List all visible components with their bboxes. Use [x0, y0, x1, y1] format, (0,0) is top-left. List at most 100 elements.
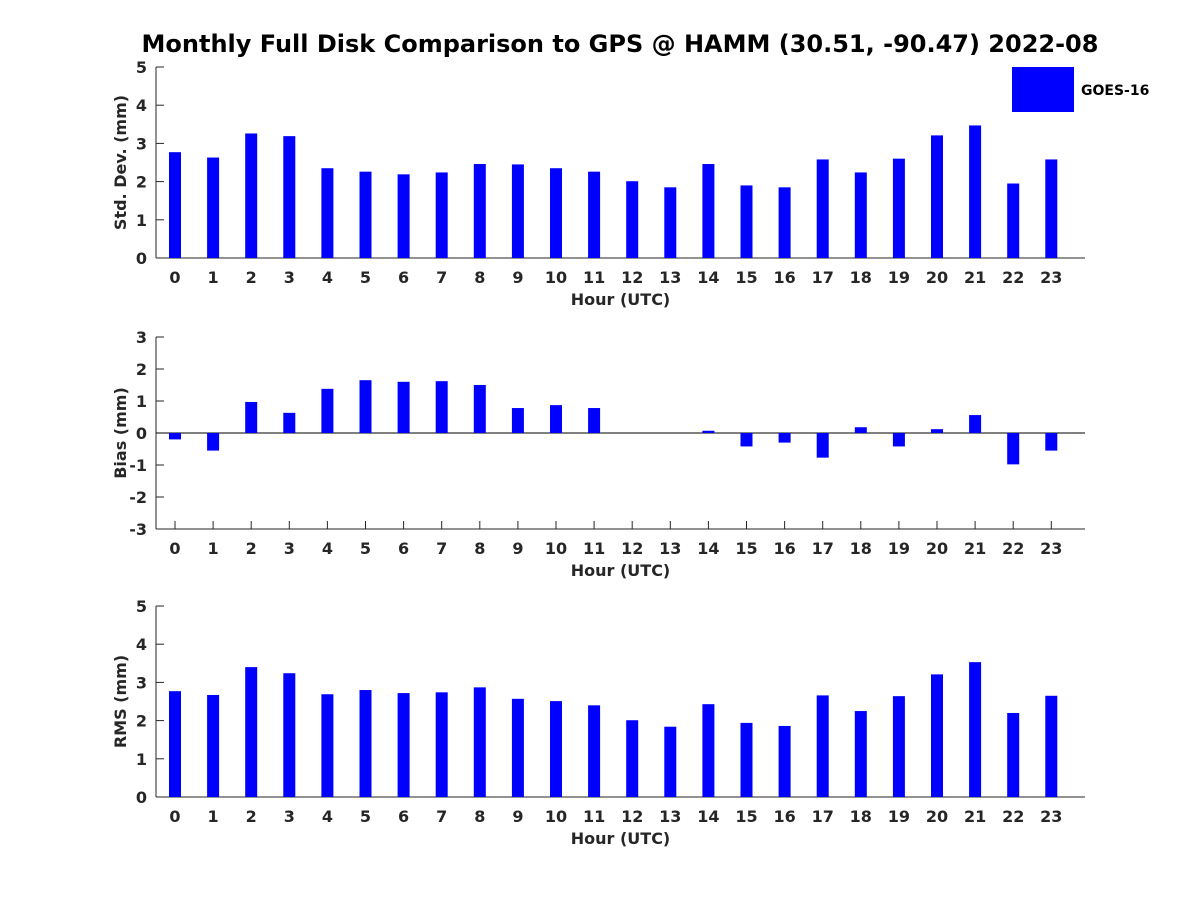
bias-y-tick-label: -1	[129, 456, 147, 475]
bias-bar	[359, 380, 372, 433]
rms-x-tick-label: 11	[583, 807, 605, 826]
bias-y-tick-label: -3	[129, 520, 147, 539]
std-bar	[435, 172, 448, 258]
bias-y-tick-label: 1	[136, 392, 147, 411]
rms-y-tick-label: 5	[136, 597, 147, 616]
rms-bar	[1045, 695, 1058, 797]
rms-bar	[435, 692, 448, 797]
std-y-tick-label: 3	[136, 134, 147, 153]
std-x-tick-label: 3	[284, 268, 295, 287]
std-bar	[892, 158, 905, 258]
bias-x-tick-label: 4	[322, 539, 333, 558]
rms-x-tick-label: 16	[773, 807, 795, 826]
bias-x-tick-label: 18	[850, 539, 872, 558]
std-x-axis-label: Hour (UTC)	[571, 290, 671, 309]
bias-y-tick-label: 3	[136, 328, 147, 347]
chart-title: Monthly Full Disk Comparison to GPS @ HA…	[141, 30, 1099, 58]
std-x-tick-label: 8	[474, 268, 485, 287]
bias-bar	[931, 429, 943, 433]
bias-x-tick-label: 10	[545, 539, 567, 558]
std-x-tick-label: 17	[812, 268, 834, 287]
bias-x-tick-label: 12	[621, 539, 643, 558]
bias-bar	[854, 427, 867, 433]
rms-x-tick-label: 7	[436, 807, 447, 826]
bias-bar	[245, 401, 258, 433]
std-x-tick-label: 6	[398, 268, 409, 287]
rms-x-tick-label: 4	[322, 807, 333, 826]
bias-x-tick-label: 6	[398, 539, 409, 558]
std-x-tick-label: 15	[735, 268, 757, 287]
rms-x-tick-label: 19	[888, 807, 910, 826]
bias-bar	[778, 433, 791, 443]
std-bar	[1007, 183, 1020, 258]
std-bar	[397, 174, 410, 258]
std-bar	[245, 133, 258, 258]
std-bar	[626, 181, 639, 258]
bias-bar	[397, 381, 410, 433]
bias-x-tick-label: 7	[436, 539, 447, 558]
std-bar	[321, 168, 334, 258]
rms-bar	[550, 701, 562, 797]
rms-x-axis-label: Hour (UTC)	[571, 829, 671, 848]
std-bar	[359, 171, 372, 258]
std-bar	[207, 157, 220, 258]
rms-bar	[892, 696, 905, 797]
bias-bar	[473, 385, 486, 433]
rms-bar	[1007, 712, 1020, 797]
rms-bar	[169, 691, 181, 797]
bias-bar	[207, 433, 220, 451]
rms-bar	[588, 705, 601, 797]
rms-bar	[397, 693, 410, 797]
rms-x-tick-label: 0	[169, 807, 180, 826]
bias-y-tick-label: 0	[136, 424, 147, 443]
rms-x-tick-label: 8	[474, 807, 485, 826]
bias-x-axis-label: Hour (UTC)	[571, 561, 671, 580]
rms-bar	[778, 725, 791, 797]
bias-bar	[740, 433, 753, 447]
bias-x-tick-label: 21	[964, 539, 986, 558]
rms-x-tick-label: 10	[545, 807, 567, 826]
rms-x-tick-label: 12	[621, 807, 643, 826]
bias-bar	[283, 412, 296, 433]
rms-bar	[473, 687, 486, 797]
std-bar	[511, 164, 524, 258]
rms-x-tick-label: 17	[812, 807, 834, 826]
rms-y-tick-label: 0	[136, 788, 147, 807]
rms-bar	[664, 726, 677, 797]
std-y-tick-label: 2	[136, 173, 147, 192]
std-x-tick-label: 14	[697, 268, 719, 287]
std-x-tick-label: 11	[583, 268, 605, 287]
std-y-tick-label: 0	[136, 249, 147, 268]
std-bar	[283, 136, 296, 258]
rms-y-axis-label: RMS (mm)	[111, 655, 130, 748]
rms-x-tick-label: 6	[398, 807, 409, 826]
rms-x-tick-label: 13	[659, 807, 681, 826]
bias-x-tick-label: 8	[474, 539, 485, 558]
std-y-tick-label: 5	[136, 58, 147, 77]
std-bar	[969, 125, 982, 258]
std-x-tick-label: 18	[850, 268, 872, 287]
std-y-axis-label: Std. Dev. (mm)	[111, 95, 130, 230]
bias-x-tick-label: 23	[1040, 539, 1062, 558]
bias-bar	[511, 408, 524, 433]
bias-bar	[550, 405, 562, 433]
bias-x-tick-label: 19	[888, 539, 910, 558]
rms-bar	[245, 667, 258, 797]
std-bar	[702, 164, 715, 258]
rms-x-tick-label: 20	[926, 807, 948, 826]
rms-x-tick-label: 21	[964, 807, 986, 826]
legend-label: GOES-16	[1081, 83, 1149, 99]
std-x-tick-label: 20	[926, 268, 948, 287]
bias-x-tick-label: 13	[659, 539, 681, 558]
rms-bar	[816, 695, 829, 797]
std-x-tick-label: 16	[773, 268, 795, 287]
std-bar	[588, 171, 601, 258]
rms-x-tick-label: 9	[512, 807, 523, 826]
std-x-tick-label: 7	[436, 268, 447, 287]
std-x-tick-label: 13	[659, 268, 681, 287]
rms-x-tick-label: 15	[735, 807, 757, 826]
bias-bar	[321, 388, 334, 433]
std-bar	[778, 187, 791, 258]
bias-x-tick-label: 0	[169, 539, 180, 558]
std-x-tick-label: 5	[360, 268, 371, 287]
